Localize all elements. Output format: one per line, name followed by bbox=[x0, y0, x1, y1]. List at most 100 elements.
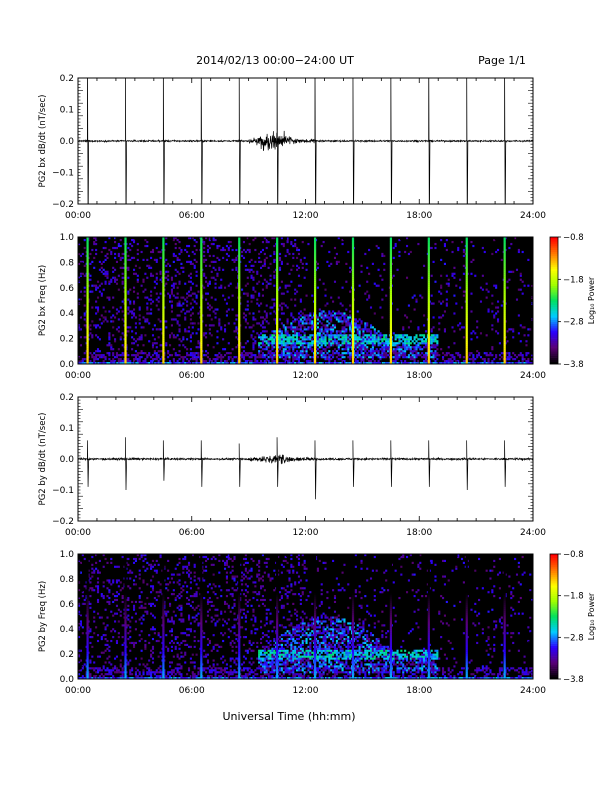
spectrogram-spike-cell bbox=[238, 251, 240, 253]
spectrogram-cell bbox=[95, 285, 97, 287]
spectrogram-cell bbox=[108, 342, 110, 344]
spectrogram-cell bbox=[379, 358, 381, 360]
spectrogram-cell bbox=[89, 263, 91, 265]
spectrogram-cell bbox=[306, 328, 308, 330]
spectrogram-cell bbox=[139, 358, 141, 360]
spectrogram-cell bbox=[190, 352, 192, 354]
spectrogram-cell bbox=[158, 350, 160, 352]
spectrogram-cell bbox=[349, 326, 351, 328]
spectrogram-cell bbox=[478, 352, 480, 354]
spectrogram-cell bbox=[296, 265, 298, 267]
spectrogram-cell bbox=[122, 644, 124, 646]
series-trace bbox=[78, 47, 533, 236]
spectrogram-cell bbox=[319, 340, 321, 342]
spectrogram-cell bbox=[285, 304, 287, 306]
spectrogram-cell bbox=[137, 354, 139, 356]
spectrogram-cell bbox=[243, 350, 245, 352]
spectrogram-cell bbox=[491, 328, 493, 330]
spectrogram-cell bbox=[230, 352, 232, 354]
spectrogram-cell bbox=[323, 324, 325, 326]
spectrogram-spike-cell bbox=[352, 328, 354, 330]
spectrogram-cell bbox=[165, 277, 167, 279]
spectrogram-spike-cell bbox=[504, 302, 506, 304]
spectrogram-cell bbox=[152, 638, 154, 640]
spectrogram-cell bbox=[385, 295, 387, 297]
spectrogram-cell bbox=[342, 328, 344, 330]
spectrogram-cell bbox=[332, 344, 334, 346]
spectrogram-cell bbox=[292, 350, 294, 352]
spectrogram-cell bbox=[178, 259, 180, 261]
spectrogram-cell bbox=[150, 654, 152, 656]
spectrogram-cell bbox=[379, 306, 381, 308]
spectrogram-cell bbox=[334, 352, 336, 354]
spectrogram-spike-cell bbox=[314, 324, 316, 326]
spectrogram-spike-cell bbox=[504, 318, 506, 320]
spectrogram-cell bbox=[150, 360, 152, 362]
spectrogram-spike-cell bbox=[466, 354, 468, 356]
spectrogram-cell bbox=[311, 326, 313, 328]
spectrogram-cell bbox=[323, 354, 325, 356]
spectrogram-cell bbox=[398, 356, 400, 358]
spectrogram-cell bbox=[213, 346, 215, 348]
spectrogram-spike-cell bbox=[352, 285, 354, 287]
spectrogram-cell bbox=[273, 352, 275, 354]
spectrogram-cell bbox=[311, 295, 313, 297]
spectrogram-spike-cell bbox=[390, 267, 392, 269]
spectrogram-cell bbox=[230, 245, 232, 247]
spectrogram-cell bbox=[281, 332, 283, 334]
spectrogram-cell bbox=[127, 326, 129, 328]
spectrogram-cell bbox=[251, 277, 253, 279]
spectrogram-cell bbox=[302, 346, 304, 348]
spectrogram-cell bbox=[370, 360, 372, 362]
spectrogram-cell bbox=[446, 239, 448, 241]
spectrogram-cell bbox=[178, 281, 180, 283]
spectrogram-cell bbox=[105, 638, 107, 640]
spectrogram-spike-cell bbox=[86, 265, 88, 267]
spectrogram-spike-cell bbox=[352, 301, 354, 303]
spectrogram-spike-cell bbox=[162, 301, 164, 303]
spectrogram-spike-cell bbox=[238, 338, 240, 340]
x-tick-label: 06:00 bbox=[179, 528, 205, 538]
spectrogram-cell bbox=[175, 354, 177, 356]
spectrogram-cell bbox=[438, 301, 440, 303]
spectrogram-cell bbox=[359, 326, 361, 328]
spectrogram-spike-cell bbox=[238, 259, 240, 261]
spectrogram-cell bbox=[404, 314, 406, 316]
spectrogram-cell bbox=[108, 589, 110, 591]
spectrogram-cell bbox=[372, 338, 374, 340]
spectrogram-cell bbox=[355, 340, 357, 342]
spectrogram-cell bbox=[264, 263, 266, 265]
spectrogram-cell bbox=[129, 572, 131, 574]
spectrogram-spike-cell bbox=[162, 281, 164, 283]
spectrogram-cell bbox=[152, 585, 154, 587]
spectrogram-spike-cell bbox=[86, 308, 88, 310]
spectrogram-cell bbox=[106, 579, 108, 581]
spectrogram-cell bbox=[302, 344, 304, 346]
spectrogram-cell bbox=[139, 267, 141, 269]
spectrogram-cell bbox=[251, 295, 253, 297]
spectrogram-spike-cell bbox=[124, 253, 126, 255]
spectrogram-spike-cell bbox=[124, 291, 126, 293]
spectrogram-cell bbox=[338, 316, 340, 318]
spectrogram-cell bbox=[103, 316, 105, 318]
spectrogram-cell bbox=[323, 314, 325, 316]
spectrogram-cell bbox=[127, 293, 129, 295]
spectrogram-spike-cell bbox=[276, 281, 278, 283]
spectrogram-cell bbox=[285, 348, 287, 350]
spectrogram-cell bbox=[209, 281, 211, 283]
spectrogram-spike-cell bbox=[200, 324, 202, 326]
spectrogram-cell bbox=[106, 352, 108, 354]
spectrogram-cell bbox=[476, 354, 478, 356]
spectrogram-cell bbox=[114, 356, 116, 358]
spectrogram-cell bbox=[415, 350, 417, 352]
spectrogram-cell bbox=[486, 354, 488, 356]
spectrogram-cell bbox=[497, 318, 499, 320]
spectrogram-cell bbox=[178, 330, 180, 332]
spectrogram-cell bbox=[328, 340, 330, 342]
spectrogram-spike-cell bbox=[162, 239, 164, 241]
spectrogram-cell bbox=[306, 263, 308, 265]
spectrogram-cell bbox=[173, 283, 175, 285]
spectrogram-spike-cell bbox=[124, 340, 126, 342]
spectrogram-cell bbox=[93, 352, 95, 354]
